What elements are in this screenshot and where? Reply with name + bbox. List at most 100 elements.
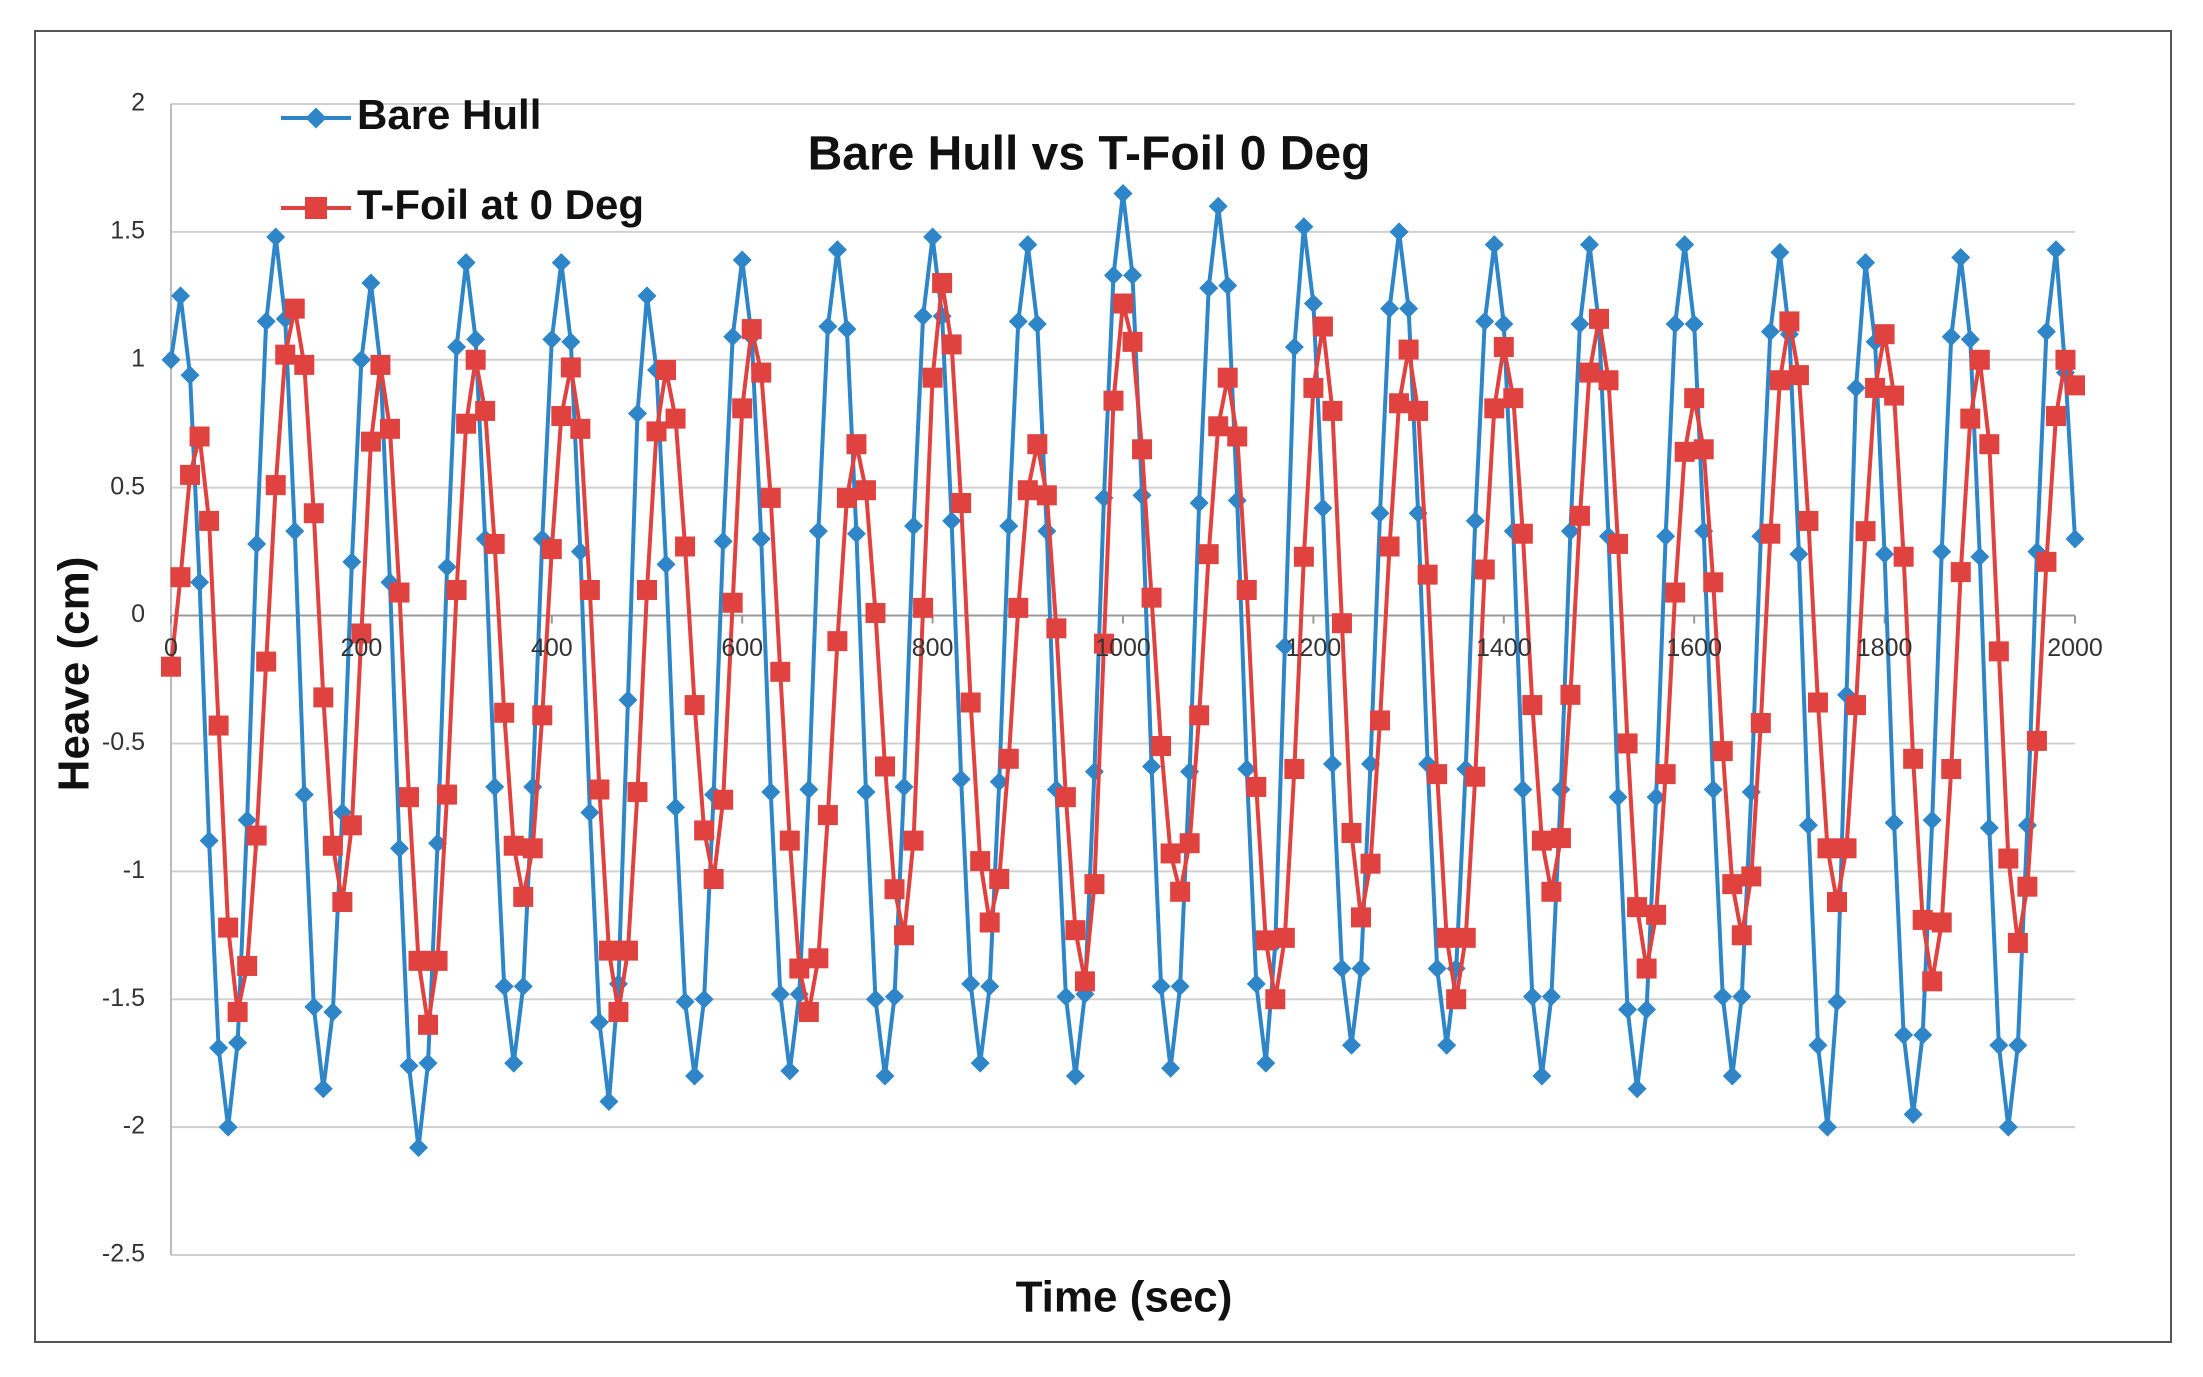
marker <box>608 1002 629 1023</box>
marker <box>989 869 1010 890</box>
marker <box>1998 1117 2018 1137</box>
marker <box>1931 912 1952 933</box>
marker <box>218 1117 238 1137</box>
marker <box>1798 815 1818 835</box>
marker <box>161 656 181 677</box>
marker <box>2007 932 2028 953</box>
marker <box>779 830 800 851</box>
marker <box>1522 695 1543 716</box>
marker <box>1884 385 1905 406</box>
marker <box>171 286 191 306</box>
marker <box>399 1056 419 1076</box>
marker <box>1446 989 1467 1010</box>
marker <box>1979 818 1999 838</box>
marker <box>1712 741 1733 762</box>
marker <box>256 311 276 331</box>
x-tick-label: 1600 <box>1666 634 1722 662</box>
marker <box>1769 370 1790 391</box>
x-tick-label: 800 <box>912 634 954 662</box>
marker <box>323 1002 343 1022</box>
marker <box>313 1079 333 1099</box>
x-tick-label: 1400 <box>1476 634 1532 662</box>
marker <box>1427 764 1448 785</box>
x-tick-label: 200 <box>341 634 383 662</box>
marker <box>1465 766 1486 787</box>
marker <box>1541 881 1562 902</box>
marker <box>1856 253 1876 273</box>
marker <box>437 784 458 805</box>
marker <box>1665 582 1686 603</box>
marker <box>1989 1035 2009 1055</box>
marker <box>1560 521 1580 541</box>
marker <box>446 579 467 600</box>
marker <box>418 1014 439 1035</box>
marker <box>570 542 590 562</box>
marker <box>666 797 686 817</box>
marker <box>1331 613 1352 634</box>
marker <box>503 835 524 856</box>
marker <box>1684 388 1705 409</box>
marker <box>1351 907 1371 928</box>
marker <box>1579 235 1599 255</box>
marker <box>266 227 286 247</box>
marker <box>1465 511 1485 531</box>
marker <box>1627 1079 1647 1099</box>
marker <box>675 992 695 1012</box>
marker <box>1817 838 1838 859</box>
marker <box>618 690 638 710</box>
marker <box>180 464 201 485</box>
marker <box>1494 314 1514 334</box>
marker <box>285 521 305 541</box>
marker <box>456 253 476 273</box>
marker <box>237 955 258 976</box>
marker <box>1141 587 1162 608</box>
legend: Bare Hull T-Foil at 0 Deg <box>281 91 644 228</box>
marker <box>589 1012 609 1032</box>
marker <box>1142 756 1162 776</box>
marker <box>237 810 257 830</box>
marker <box>761 782 781 802</box>
marker <box>1246 974 1266 994</box>
marker <box>941 334 962 355</box>
marker <box>1475 311 1495 331</box>
marker <box>1579 362 1600 383</box>
marker <box>522 838 543 859</box>
marker <box>305 107 327 129</box>
marker <box>351 350 371 370</box>
marker <box>1865 377 1886 398</box>
marker <box>1198 544 1219 565</box>
marker <box>923 227 943 247</box>
marker <box>409 1138 429 1158</box>
marker <box>1807 692 1828 713</box>
marker <box>1998 848 2019 869</box>
marker <box>617 940 638 961</box>
marker <box>798 1002 819 1023</box>
marker <box>342 552 362 572</box>
marker <box>1046 618 1067 639</box>
y-tick-label: -2 <box>123 1112 145 1140</box>
marker <box>1008 311 1028 331</box>
marker <box>1760 322 1780 342</box>
marker <box>379 418 400 439</box>
marker <box>951 769 971 789</box>
marker <box>579 579 600 600</box>
marker <box>836 487 857 508</box>
marker <box>1122 331 1143 352</box>
marker <box>447 337 467 357</box>
marker <box>827 631 848 652</box>
marker <box>713 789 734 810</box>
marker <box>1750 712 1771 733</box>
marker <box>1427 959 1447 979</box>
marker <box>228 1033 248 1053</box>
marker <box>1474 559 1495 580</box>
marker <box>1808 1035 1828 1055</box>
marker <box>1618 999 1638 1019</box>
marker <box>332 892 353 913</box>
marker <box>1036 485 1057 506</box>
marker <box>189 426 210 447</box>
marker <box>732 250 752 270</box>
marker <box>1969 349 1990 370</box>
marker <box>551 253 571 273</box>
marker <box>1018 235 1038 255</box>
y-tick-label: 1.5 <box>110 216 145 244</box>
